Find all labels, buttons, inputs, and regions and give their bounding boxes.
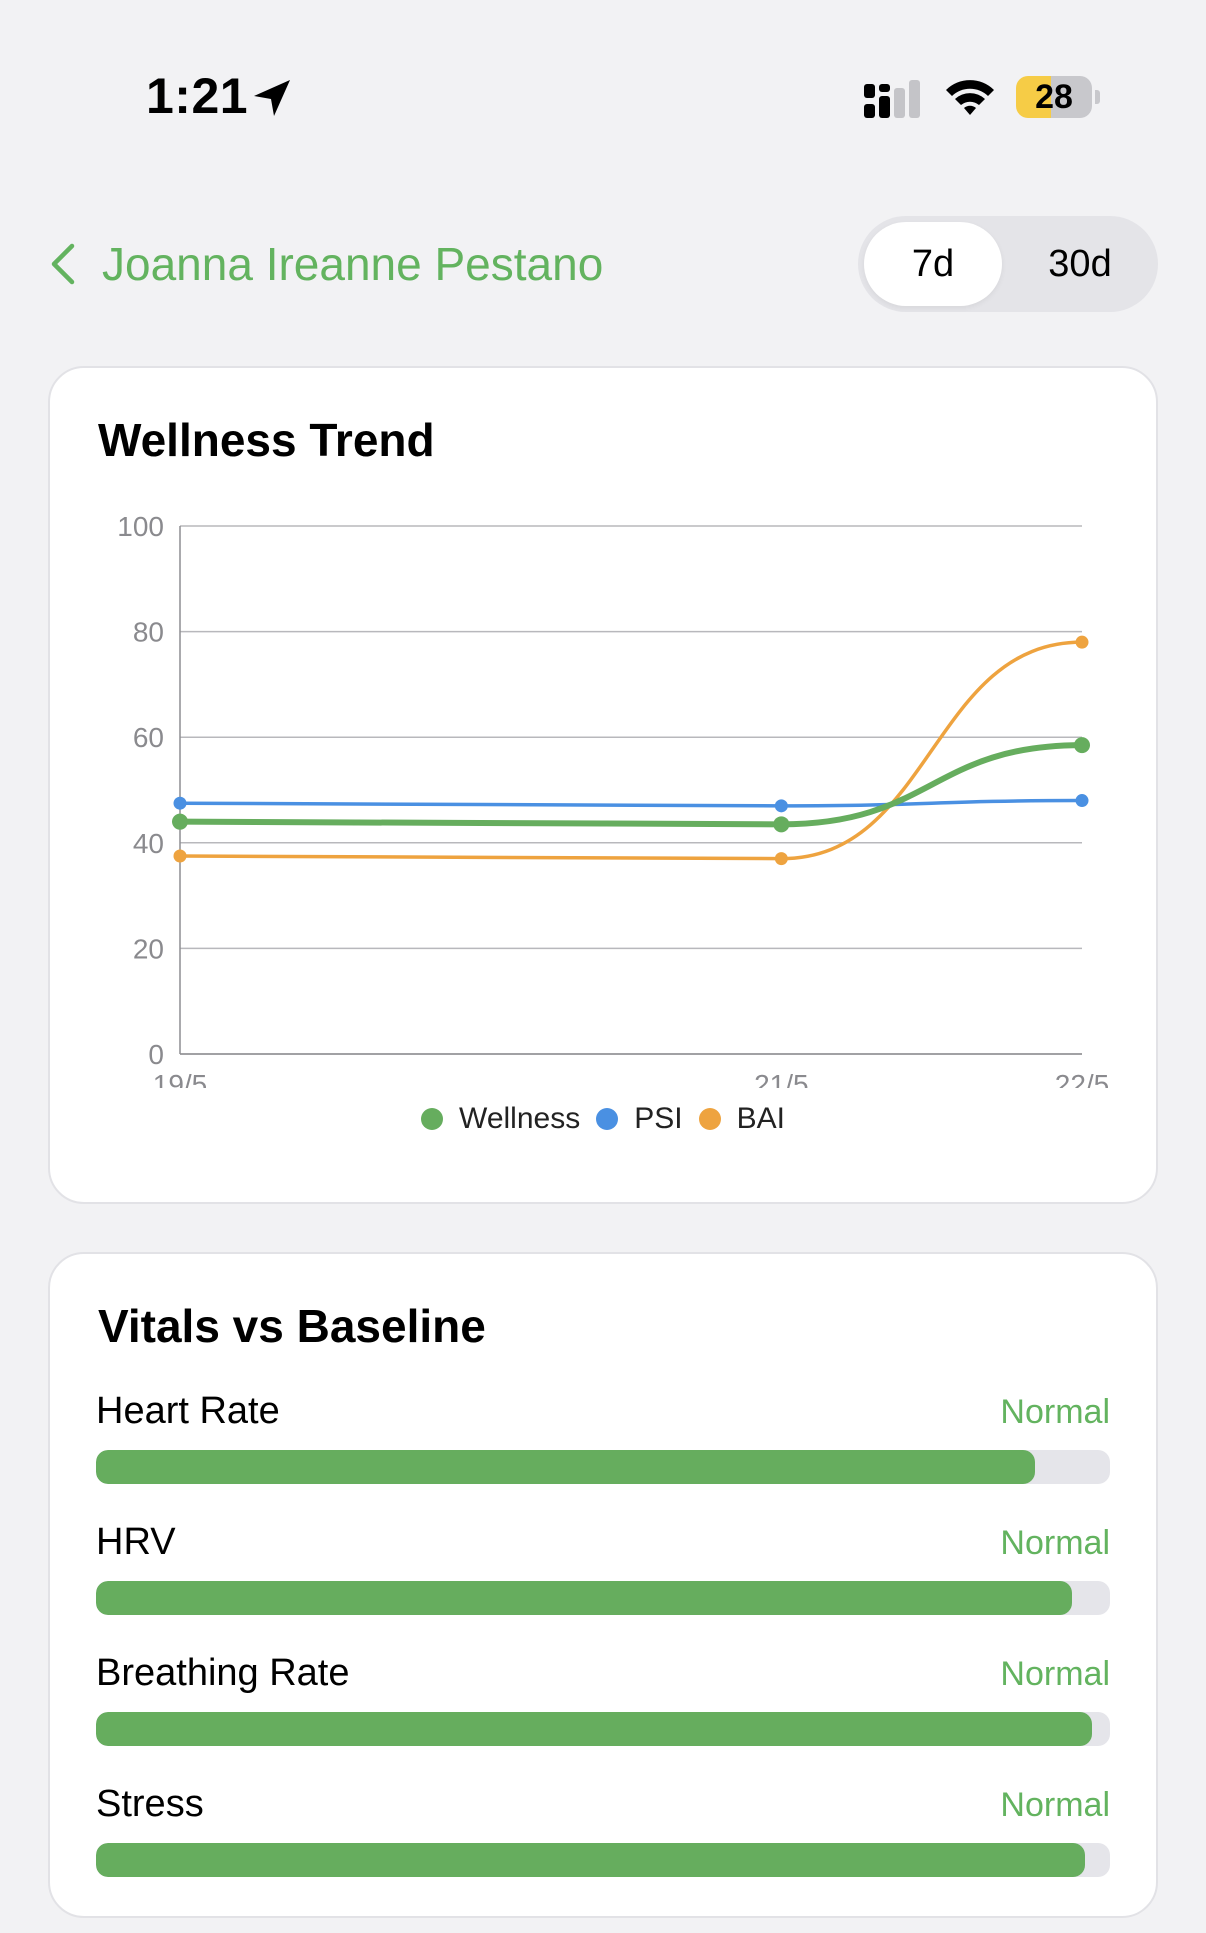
vital-label: Breathing Rate [96, 1652, 350, 1694]
series-line-wellness [177, 742, 1085, 828]
vital-label: HRV [96, 1521, 176, 1563]
vital-progress-track [96, 1843, 1110, 1877]
y-tick-label: 40 [133, 828, 164, 859]
legend-label: Wellness [459, 1102, 581, 1135]
legend-dot [421, 1108, 444, 1130]
vital-status: Normal [1000, 1655, 1110, 1693]
x-tick-label: 22/5 [1055, 1069, 1110, 1088]
data-point-bai [173, 849, 187, 863]
vital-progress-track [96, 1712, 1110, 1746]
wellness-trend-card: Wellness Trend 0 20 40 60 80 100 19/5 21/5 22/5 … [48, 366, 1158, 1204]
y-tick-label: 100 [117, 511, 164, 542]
x-tick-label: 19/5 [153, 1069, 208, 1088]
data-point-bai [1075, 635, 1089, 649]
status-time: 1:21 [146, 68, 249, 124]
vital-label: Stress [96, 1783, 204, 1825]
y-tick-label: 60 [133, 722, 164, 753]
vital-label: Heart Rate [96, 1390, 280, 1432]
vital-status: Normal [1000, 1524, 1110, 1562]
vital-progress-fill [96, 1843, 1085, 1877]
vitals-title: Vitals vs Baseline [98, 1300, 486, 1352]
y-tick-label: 0 [148, 1039, 164, 1070]
data-point-psi [774, 799, 788, 813]
back-button[interactable]: Joanna Ireanne Pestano [46, 232, 603, 296]
data-point-psi [173, 796, 187, 810]
vital-progress-fill [96, 1712, 1092, 1746]
vital-progress-track [96, 1450, 1110, 1484]
chart-legend: Wellness PSI BAI [50, 1102, 1156, 1136]
range-segmented-control[interactable]: 7d 30d [858, 216, 1158, 312]
y-tick-label: 20 [133, 933, 164, 964]
patient-name[interactable]: Joanna Ireanne Pestano [102, 238, 604, 290]
cellular-signal-icon [864, 80, 920, 118]
battery-level: 28 [1035, 78, 1073, 116]
battery-icon: 28 [1016, 76, 1100, 118]
wifi-icon [946, 80, 994, 115]
battery-body [1016, 76, 1092, 118]
segment-30d[interactable]: 30d [1048, 243, 1112, 285]
location-arrow-icon [254, 80, 290, 116]
data-point-psi [1075, 794, 1089, 808]
data-point-bai [774, 852, 788, 866]
legend-dot [596, 1108, 619, 1130]
x-tick-label: 21/5 [754, 1069, 809, 1088]
y-tick-label: 80 [133, 617, 164, 648]
legend-dot [698, 1108, 721, 1130]
chevron-left-icon[interactable] [46, 240, 80, 288]
vitals-card: Vitals vs Baseline Heart Rate Normal HRV No… [48, 1252, 1158, 1918]
data-point-wellness [773, 816, 790, 833]
legend-item-wellness: Wellness [421, 1102, 580, 1136]
legend-label: BAI [736, 1102, 785, 1135]
legend-item-psi: PSI [596, 1102, 683, 1136]
vital-progress-track [96, 1581, 1110, 1615]
legend-item-bai: BAI [698, 1102, 785, 1136]
data-point-wellness [172, 813, 188, 830]
legend-label: PSI [634, 1102, 683, 1135]
segment-7d[interactable]: 7d [864, 222, 1002, 306]
battery-cap [1095, 90, 1100, 104]
vital-status: Normal [1000, 1393, 1110, 1431]
series-line-psi [178, 798, 1084, 808]
trend-title: Wellness Trend [98, 414, 435, 466]
vital-progress-fill [96, 1581, 1073, 1615]
wellness-trend-chart: 0 20 40 60 80 100 19/5 21/5 22/5 [117, 511, 1110, 1088]
data-point-wellness [1074, 737, 1090, 754]
vital-progress-fill [96, 1450, 1035, 1484]
status-bar: 1:21 28 [0, 0, 1206, 190]
vital-status: Normal [1000, 1786, 1110, 1824]
